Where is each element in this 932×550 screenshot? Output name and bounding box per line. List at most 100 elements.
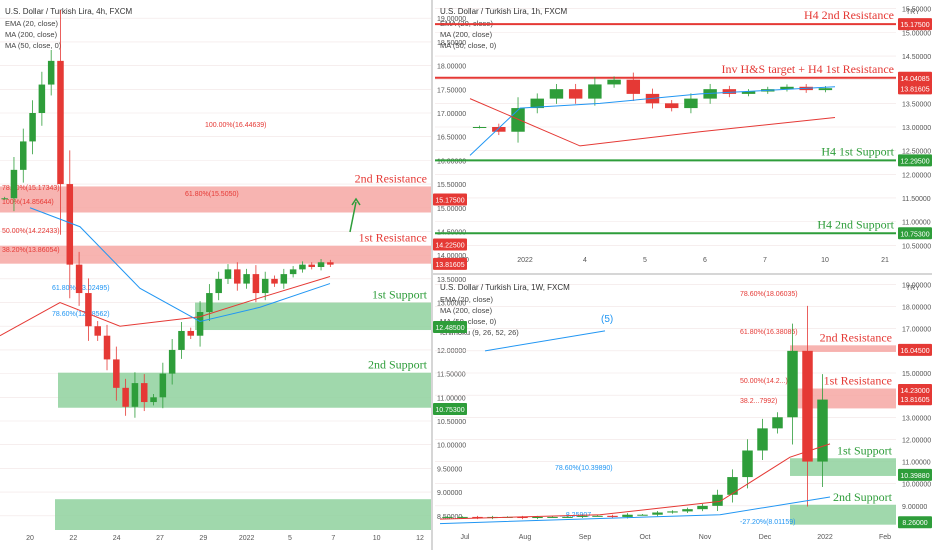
h4-candle [75, 264, 83, 294]
w1-y-tick-label: 18.00000 [902, 305, 931, 312]
w1-candle [517, 516, 528, 519]
w1-candle [457, 516, 468, 518]
w1-x-tick-label: Feb [879, 534, 891, 541]
w1-zone-label: 1st Resistance [824, 374, 892, 388]
w1-candle [547, 516, 558, 518]
h1-line-label: H4 1st Support [821, 144, 894, 158]
h4-candle [1, 198, 8, 200]
h1-ma50-line [469, 86, 836, 156]
w1-fib-label: 78.60%(10.39890) [555, 465, 613, 472]
h4-candle [10, 169, 18, 199]
h4-price-badge [433, 403, 467, 416]
h4-candle [308, 264, 315, 267]
h1-y-tick-label: 15.00000 [902, 30, 931, 37]
w1-price-badge [898, 516, 932, 529]
h4-candle [140, 383, 148, 403]
w1-ma50-line [439, 496, 831, 525]
h4-zone-label: 1st Support [372, 288, 428, 302]
h1-candle [722, 89, 737, 94]
h4-x-tick-label: 22 [69, 535, 77, 542]
h4-y-tick-label: 12.00000 [437, 348, 466, 355]
h4-support-zone [55, 499, 431, 530]
h4-x-tick-label: 29 [199, 535, 207, 542]
w1-candle [697, 505, 708, 510]
w1-price-badge [898, 343, 932, 356]
h4-y-tick-label: 18.50000 [437, 40, 466, 47]
h4-y-tick-label: 16.00000 [437, 158, 466, 165]
h4-candle [196, 312, 204, 336]
h4-candle [85, 293, 92, 327]
w1-fib-label: 61.80%(16.38085) [740, 329, 798, 336]
w1-y-tick-label: 11.00000 [902, 460, 931, 467]
w1-price-badge-label: 16.04500 [900, 348, 929, 355]
h1-indicator-label: MA (50, close, 0) [440, 41, 497, 50]
h4-x-tick-label: 12 [416, 535, 424, 542]
w1-x-tick-label: Sep [579, 534, 592, 541]
h4-zone-label: 2nd Support [368, 358, 428, 372]
w1-x-tick-label: Oct [640, 534, 651, 541]
h4-support-zone [58, 372, 431, 408]
w1-zone-label: 2nd Support [833, 490, 893, 504]
h1-candle [588, 84, 602, 99]
h1-y-tick-label: 12.00000 [902, 172, 931, 179]
h4-indicator-label: MA (200, close) [5, 30, 58, 39]
h4-y-tick-label: 13.00000 [437, 301, 466, 308]
w1-price-badge [898, 468, 932, 481]
h4-y-tick-label: 10.50000 [437, 419, 466, 426]
h4-x-tick-label: 20 [26, 535, 34, 542]
h1-candle [530, 98, 544, 109]
horizontal-divider[interactable] [433, 273, 932, 275]
h4-y-tick-label: 9.00000 [437, 490, 462, 497]
vertical-divider[interactable] [431, 0, 433, 550]
h1-currency-label: TRY [906, 9, 920, 16]
h4-x-tick-label: 5 [288, 535, 292, 542]
h4-candle [57, 60, 64, 185]
w1-candle [787, 350, 798, 418]
w1-x-tick-label: Nov [699, 534, 712, 541]
h1-y-tick-label: 13.50000 [902, 101, 931, 108]
w1-candle [652, 512, 663, 515]
h1-candle [607, 79, 621, 85]
h4-candle [224, 269, 232, 279]
w1-support-zone [790, 458, 896, 476]
h1-price-badge-label: 10.75300 [900, 231, 929, 238]
h4-candle [299, 264, 306, 270]
w1-price-badge-label: 10.39880 [900, 473, 929, 480]
h4-fib-label: 50.00%(14.22433) [2, 228, 60, 235]
h1-y-tick-label: 15.50000 [902, 7, 931, 14]
h4-ma50-line [29, 207, 331, 323]
h1-price-badge [898, 227, 932, 240]
w1-title: U.S. Dollar / Turkish Lira, 1W, FXCM [440, 283, 570, 292]
h1-x-tick-label: 6 [703, 257, 707, 264]
h4-price-badge-label: 12.48500 [435, 325, 464, 332]
h4-y-tick-label: 13.50000 [437, 277, 466, 284]
h4-arrow-head [351, 197, 361, 206]
w1-price-badge-label: 8.26000 [902, 520, 927, 527]
h4-price-badge-label: 13.81605 [435, 262, 464, 269]
h1-y-tick-label: 10.50000 [902, 243, 931, 250]
h4-fib-label: 100.00%(16.44639) [205, 122, 267, 129]
h1-price-badge-label: 15.17500 [900, 22, 929, 29]
h1-title: U.S. Dollar / Turkish Lira, 1h, FXCM [440, 7, 567, 16]
h1-price-badge [898, 82, 932, 95]
h1-candle [684, 98, 698, 109]
h4-price-badge [433, 238, 467, 251]
w1-currency-label: TRY [906, 285, 920, 292]
h4-candle [159, 373, 167, 398]
h1-y-tick-label: 11.00000 [902, 220, 931, 227]
h4-candle [131, 383, 139, 407]
h4-candle [113, 359, 120, 388]
w1-candle [817, 399, 828, 462]
h1-y-tick-label: 11.50000 [902, 196, 931, 203]
w1-candle [637, 514, 648, 516]
h1-price-badge-label: 13.81605 [900, 86, 929, 93]
w1-fib-label: -27.20%(8.01159) [740, 519, 796, 526]
h4-candle [327, 262, 334, 265]
h1-y-tick-label: 14.50000 [902, 54, 931, 61]
h4-support-zone [195, 302, 431, 331]
w1-ema-line [439, 443, 831, 520]
h4-price-badge [433, 193, 467, 206]
h4-y-tick-label: 17.00000 [437, 111, 466, 118]
h1-price-badge [898, 154, 932, 167]
